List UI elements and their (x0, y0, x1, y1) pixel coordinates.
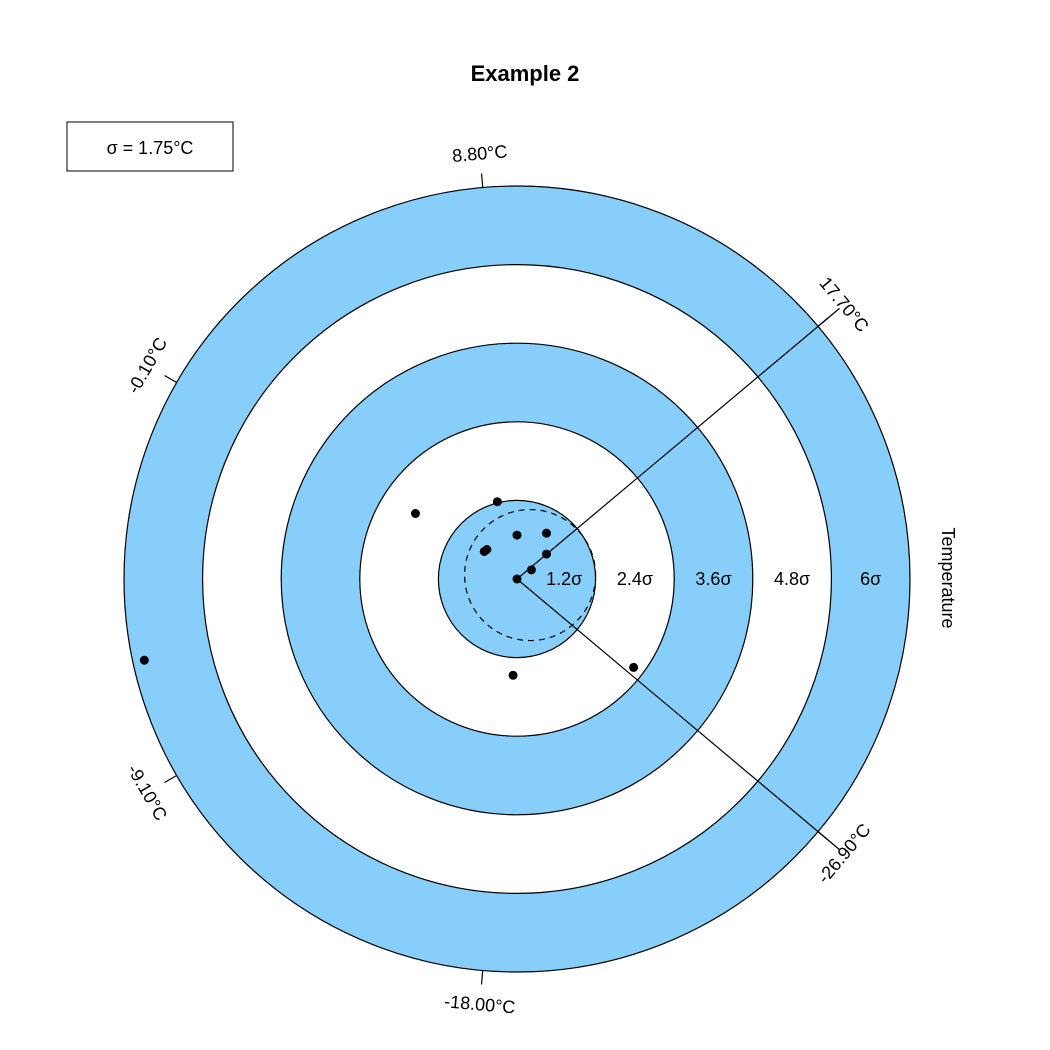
data-point-3 (541, 549, 551, 559)
tick-mark-6 (164, 374, 177, 384)
ring-labels-group: 1.2σ 2.4σ 3.6σ 4.8σ 6σ (546, 569, 881, 589)
points-group (139, 497, 639, 680)
axis-label: Temperature (938, 527, 958, 628)
tick-mark-5 (164, 774, 177, 784)
tick-label-2: 17.70°C (815, 273, 872, 336)
spoke-2 (516, 578, 840, 851)
legend-text: σ = 1.75°C (107, 138, 194, 158)
tick-mark-3 (817, 831, 830, 842)
data-point-8 (492, 497, 502, 507)
spoke-1 (516, 307, 840, 580)
ring-label-3: 3.6σ (695, 569, 731, 589)
ring-label-5: 6σ (860, 569, 881, 589)
data-point-2 (526, 565, 536, 575)
data-point-5 (512, 530, 522, 540)
tick-label-6: -0.10°C (123, 334, 171, 397)
tick-label-4: -18.00°C (443, 991, 516, 1017)
legend-box (66, 121, 234, 172)
spokes-group (516, 307, 840, 851)
data-point-11 (629, 662, 639, 672)
data-point-4 (541, 528, 551, 538)
dashed-circle (463, 508, 597, 642)
data-point-7 (482, 545, 492, 555)
tick-mark-2 (817, 316, 830, 327)
data-point-10 (508, 670, 518, 680)
data-point-9 (410, 509, 420, 518)
tick-mark-4 (480, 970, 484, 985)
tick-label-1: 8.80°C (451, 141, 508, 166)
tick-mark-1 (480, 173, 484, 188)
ring-label-4: 4.8σ (774, 569, 810, 589)
tick-label-3: -26.90°C (814, 820, 875, 887)
ring-label-1: 1.2σ (546, 569, 582, 589)
data-point-1 (512, 574, 522, 584)
tick-label-5: -9.10°C (123, 761, 171, 824)
ring-label-2: 2.4σ (617, 569, 653, 589)
legend: σ = 1.75°C (66, 121, 234, 172)
chart-title: Example 2 (471, 61, 580, 86)
data-point-12 (139, 655, 149, 665)
